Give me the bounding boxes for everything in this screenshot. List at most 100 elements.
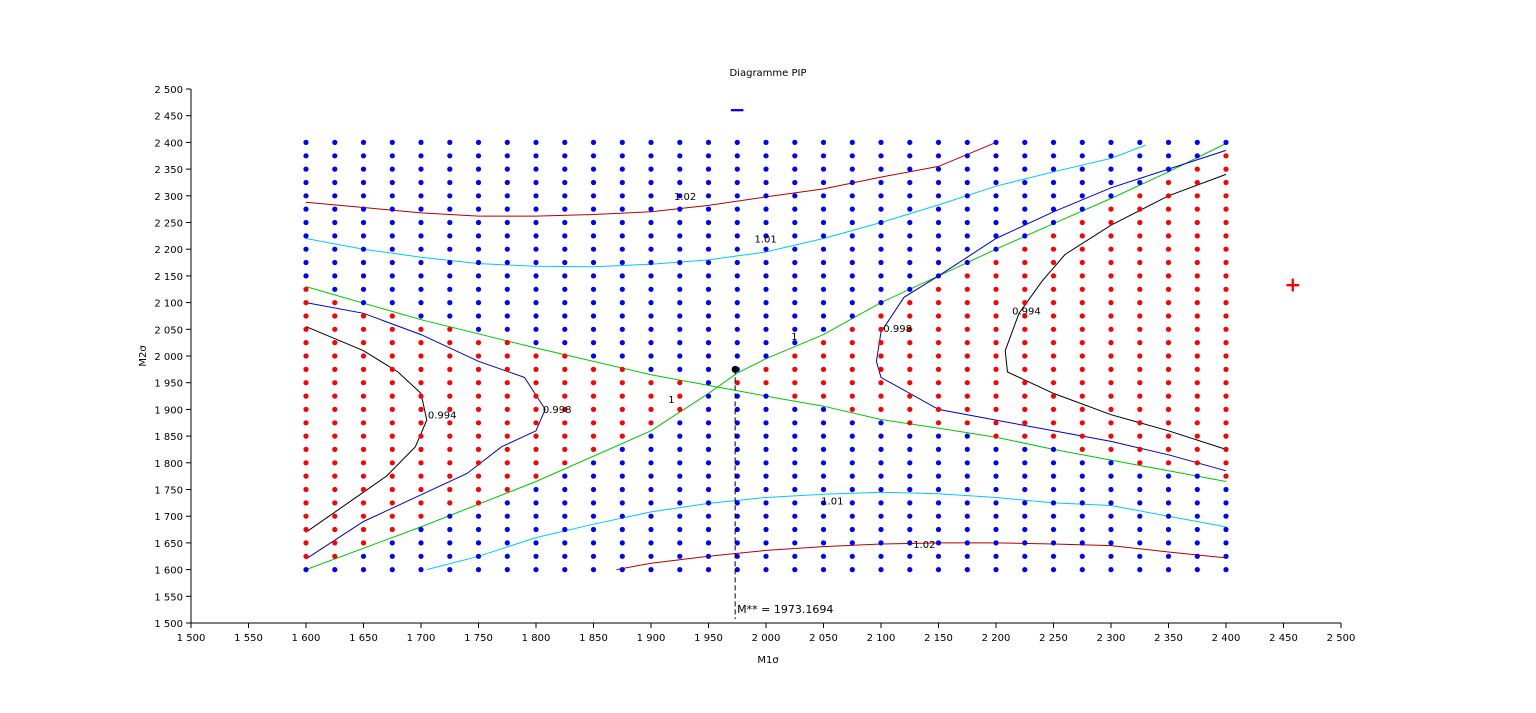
grid-point <box>562 233 568 239</box>
grid-point <box>1079 366 1085 372</box>
grid-point <box>590 219 597 226</box>
grid-point <box>1194 326 1200 332</box>
grid-point <box>1137 259 1143 266</box>
grid-point <box>734 553 740 559</box>
grid-point <box>303 300 309 306</box>
grid-point <box>475 393 482 399</box>
grid-point <box>1165 313 1172 319</box>
grid-point <box>1194 567 1200 573</box>
grid-point <box>303 433 309 439</box>
grid-point <box>1108 446 1114 452</box>
grid-point <box>562 153 568 159</box>
grid-point <box>1165 526 1172 533</box>
grid-point <box>332 486 338 493</box>
grid-point <box>1223 300 1229 306</box>
grid-point <box>1050 473 1057 479</box>
grid-point <box>648 259 654 266</box>
grid-point <box>1022 567 1028 573</box>
grid-point <box>389 313 395 319</box>
grid-point <box>820 433 827 439</box>
grid-point <box>562 246 568 252</box>
grid-point <box>734 326 740 332</box>
grid-point <box>705 433 712 439</box>
grid-point <box>533 473 539 479</box>
grid-point <box>1137 513 1143 519</box>
grid-point <box>849 486 855 493</box>
grid-point <box>475 193 482 199</box>
grid-point <box>389 380 395 386</box>
grid-point <box>303 486 309 493</box>
grid-point <box>705 380 712 386</box>
grid-point <box>677 513 683 519</box>
grid-point <box>590 353 597 359</box>
grid-point <box>792 513 798 519</box>
grid-point <box>1223 513 1229 519</box>
grid-point <box>705 139 712 145</box>
grid-point <box>418 300 424 306</box>
grid-point <box>418 486 424 493</box>
grid-point <box>763 567 769 573</box>
x-tick-label: 2 350 <box>1154 633 1183 644</box>
grid-point <box>907 500 913 506</box>
grid-point <box>562 326 568 332</box>
grid-point <box>734 179 740 186</box>
grid-point <box>447 313 453 319</box>
grid-point <box>332 567 338 573</box>
grid-point <box>619 513 625 519</box>
grid-point <box>1108 313 1114 319</box>
grid-point <box>504 246 510 252</box>
grid-point <box>562 139 568 145</box>
grid-point <box>907 473 913 479</box>
grid-point <box>1050 393 1057 399</box>
y-tick-label: 2 450 <box>154 112 183 123</box>
grid-point <box>504 233 510 239</box>
grid-point <box>820 179 827 186</box>
grid-point <box>1108 473 1114 479</box>
grid-point <box>332 340 338 346</box>
grid-point <box>475 300 482 306</box>
grid-point <box>1050 567 1057 573</box>
grid-point <box>504 513 510 519</box>
x-tick-label: 2 100 <box>867 633 896 644</box>
grid-point <box>705 219 712 226</box>
grid-point <box>389 366 395 372</box>
grid-point <box>993 486 999 493</box>
grid-point <box>1137 166 1143 172</box>
grid-point <box>1223 313 1229 319</box>
grid-point <box>1022 353 1028 359</box>
grid-point <box>964 166 970 172</box>
grid-point <box>907 300 913 306</box>
grid-point <box>590 166 597 172</box>
grid-point <box>1165 153 1172 159</box>
grid-point <box>878 206 884 212</box>
grid-point <box>504 166 510 172</box>
grid-point <box>590 366 597 372</box>
grid-point <box>993 139 999 145</box>
grid-point <box>1050 166 1057 172</box>
grid-point <box>389 153 395 159</box>
grid-point <box>1108 179 1114 186</box>
grid-point <box>389 353 395 359</box>
grid-point <box>504 219 510 226</box>
grid-point <box>964 393 970 399</box>
grid-point <box>389 273 395 279</box>
grid-point <box>619 340 625 346</box>
grid-point <box>648 246 654 252</box>
grid-point <box>964 286 970 292</box>
grid-point <box>389 233 395 239</box>
grid-point <box>849 526 855 533</box>
grid-point <box>820 406 827 412</box>
grid-point <box>590 286 597 292</box>
grid-point <box>792 366 798 372</box>
grid-point <box>907 353 913 359</box>
grid-point <box>590 473 597 479</box>
grid-point <box>849 193 855 199</box>
grid-point <box>993 446 999 452</box>
grid-point <box>332 380 338 386</box>
grid-point <box>418 540 424 546</box>
grid-point <box>360 553 367 559</box>
grid-point <box>1137 446 1143 452</box>
grid-point <box>648 166 654 172</box>
grid-point <box>1137 300 1143 306</box>
grid-point <box>504 526 510 533</box>
